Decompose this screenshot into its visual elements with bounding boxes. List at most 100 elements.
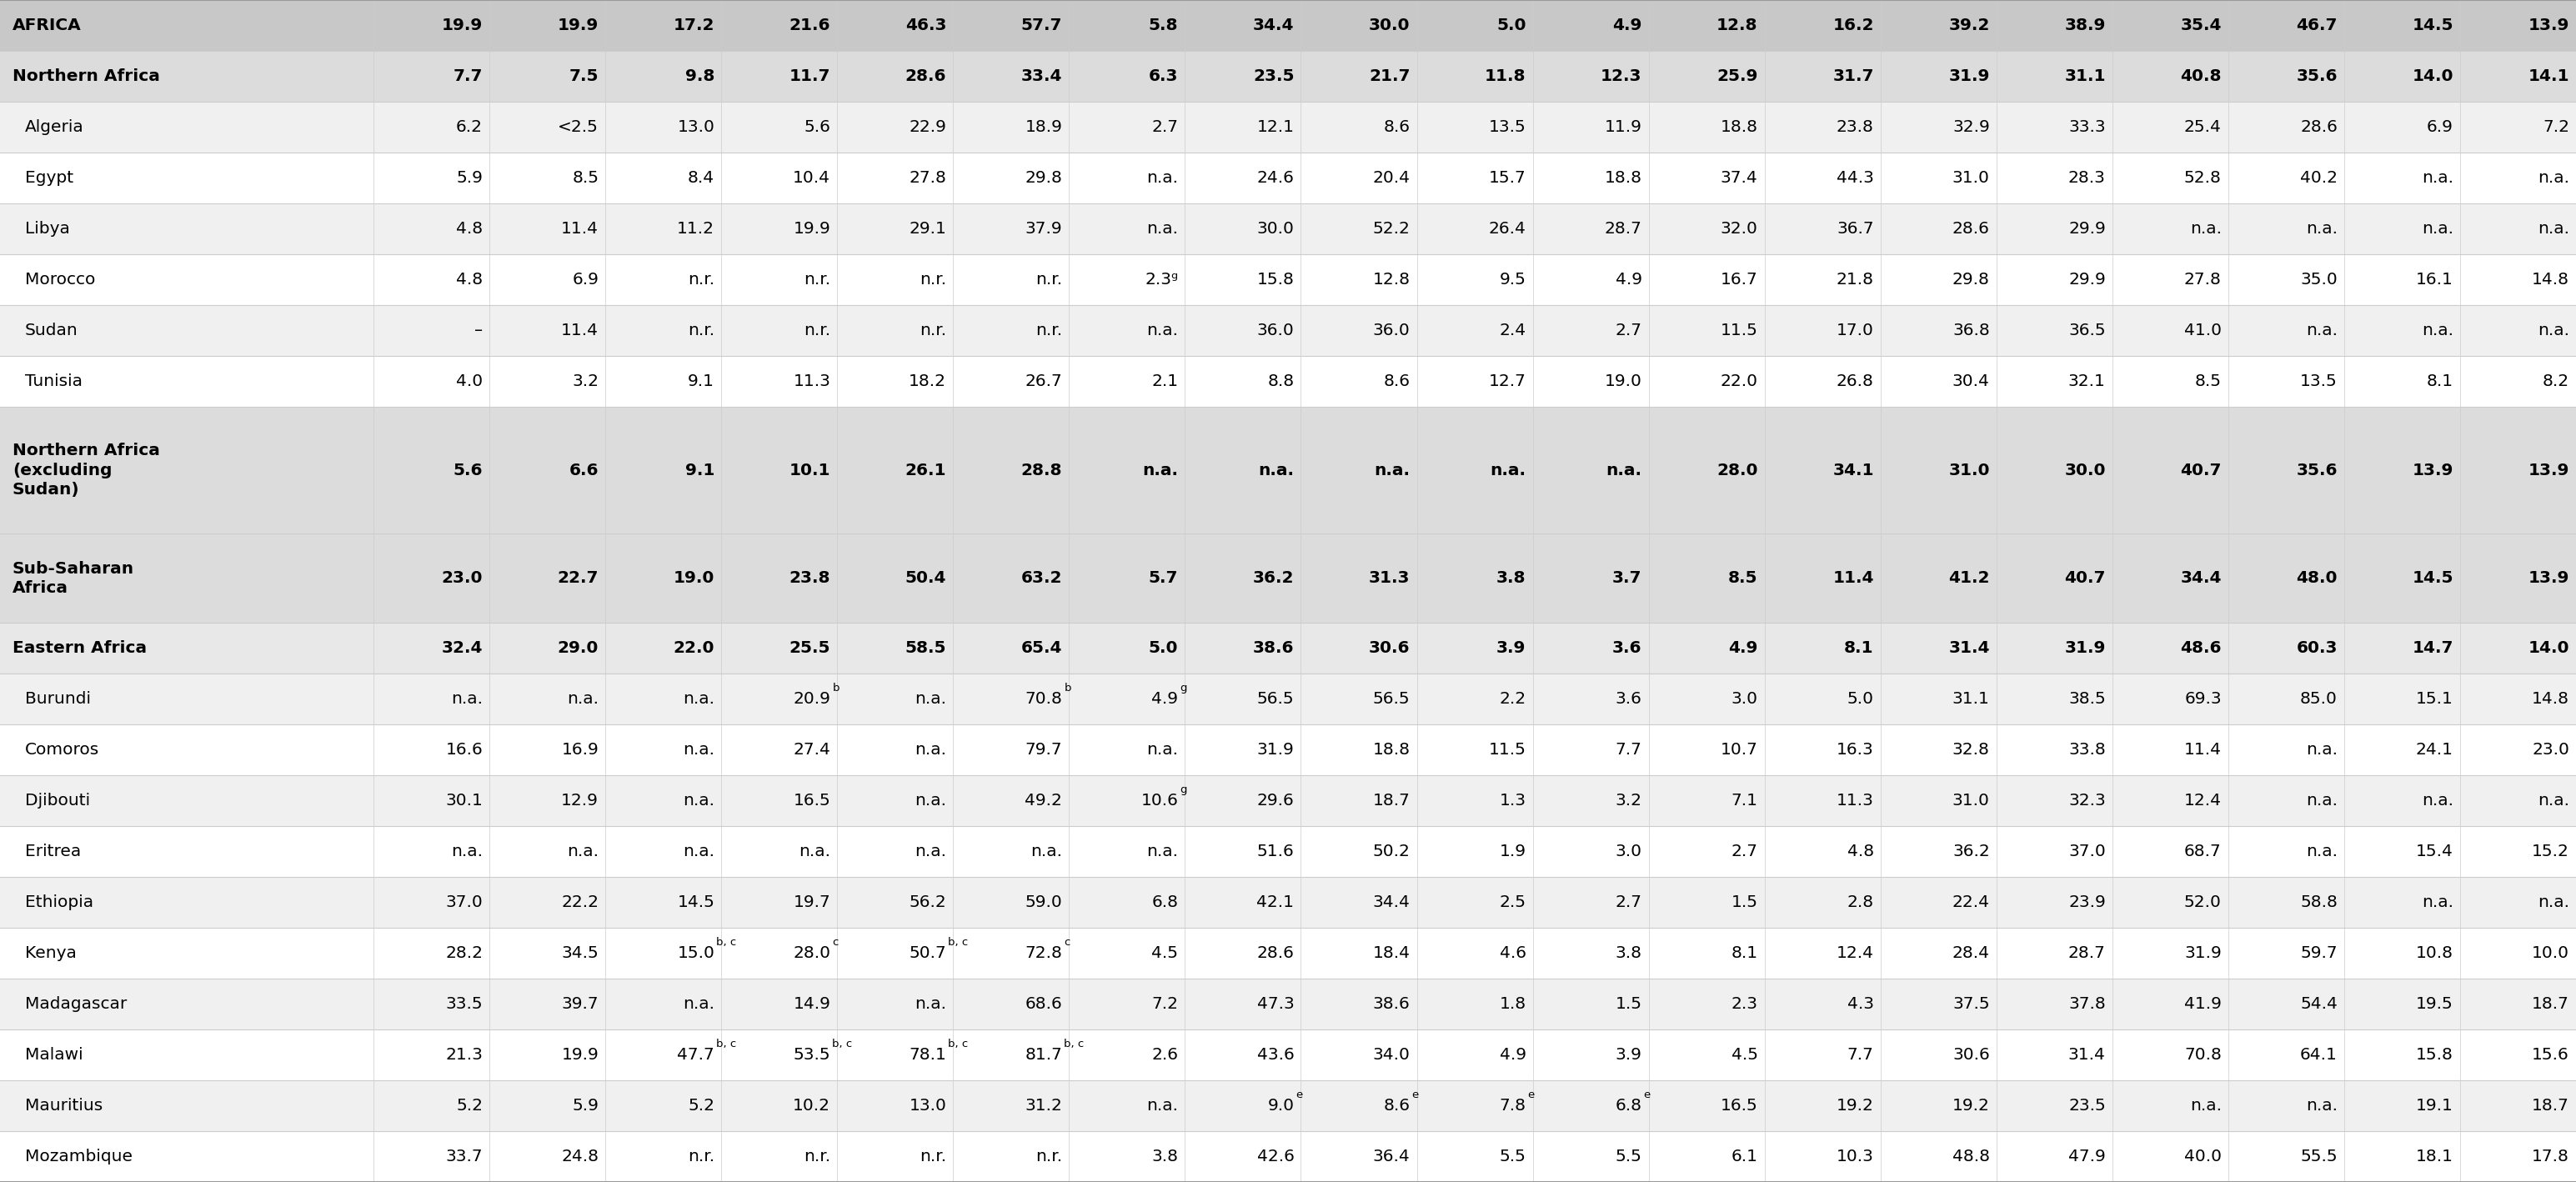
Text: Sub-Saharan
Africa: Sub-Saharan Africa — [13, 560, 134, 596]
Text: n.r.: n.r. — [804, 1149, 829, 1164]
Text: 31.9: 31.9 — [1257, 742, 1293, 758]
Text: 19.2: 19.2 — [1837, 1098, 1873, 1113]
Text: 32.4: 32.4 — [440, 641, 482, 656]
Text: 31.0: 31.0 — [1953, 793, 1989, 808]
Text: 36.2: 36.2 — [1953, 844, 1989, 859]
Text: 7.2: 7.2 — [2543, 119, 2568, 135]
Bar — [0, 623, 2576, 674]
Text: 18.2: 18.2 — [909, 374, 945, 389]
Text: 10.1: 10.1 — [788, 462, 829, 479]
Text: 78.1: 78.1 — [909, 1047, 945, 1063]
Text: Ethiopia: Ethiopia — [26, 895, 93, 910]
Text: 48.6: 48.6 — [2179, 641, 2221, 656]
Text: 28.6: 28.6 — [2300, 119, 2336, 135]
Text: 11.4: 11.4 — [562, 221, 598, 236]
Text: n.r.: n.r. — [1036, 1149, 1061, 1164]
Text: n.r.: n.r. — [804, 272, 829, 287]
Text: 44.3: 44.3 — [1837, 170, 1873, 186]
Text: 28.6: 28.6 — [1953, 221, 1989, 236]
Text: 28.7: 28.7 — [2069, 946, 2105, 961]
Text: 5.0: 5.0 — [1847, 691, 1873, 707]
Text: n.r.: n.r. — [688, 272, 714, 287]
Text: n.a.: n.a. — [2190, 221, 2221, 236]
Text: 13.9: 13.9 — [2527, 462, 2568, 479]
Text: 24.1: 24.1 — [2416, 742, 2452, 758]
Text: 8.5: 8.5 — [2195, 374, 2221, 389]
Text: 18.7: 18.7 — [1373, 793, 1409, 808]
Text: 6.9: 6.9 — [2427, 119, 2452, 135]
Text: 27.4: 27.4 — [793, 742, 829, 758]
Text: 3.8: 3.8 — [1497, 571, 1525, 586]
Text: 9.5: 9.5 — [1499, 272, 1525, 287]
Text: n.a.: n.a. — [914, 691, 945, 707]
Text: 29.1: 29.1 — [909, 221, 945, 236]
Bar — [0, 102, 2576, 152]
Text: 18.9: 18.9 — [1025, 119, 1061, 135]
Text: 30.4: 30.4 — [1953, 374, 1989, 389]
Text: 23.5: 23.5 — [1252, 69, 1293, 84]
Text: 52.2: 52.2 — [1373, 221, 1409, 236]
Text: 22.4: 22.4 — [1953, 895, 1989, 910]
Text: Madagascar: Madagascar — [26, 996, 126, 1012]
Text: n.a.: n.a. — [2537, 323, 2568, 338]
Bar — [0, 1131, 2576, 1182]
Text: 36.5: 36.5 — [2069, 323, 2105, 338]
Text: 28.6: 28.6 — [1257, 946, 1293, 961]
Bar — [0, 979, 2576, 1030]
Text: n.a.: n.a. — [2306, 844, 2336, 859]
Bar — [0, 1030, 2576, 1080]
Text: n.a.: n.a. — [2421, 895, 2452, 910]
Text: n.a.: n.a. — [683, 844, 714, 859]
Text: 16.2: 16.2 — [1832, 18, 1873, 33]
Text: n.a.: n.a. — [451, 844, 482, 859]
Text: 4.9: 4.9 — [1728, 641, 1757, 656]
Text: 32.9: 32.9 — [1953, 119, 1989, 135]
Text: Eastern Africa: Eastern Africa — [13, 641, 147, 656]
Text: 30.1: 30.1 — [446, 793, 482, 808]
Text: n.a.: n.a. — [2306, 323, 2336, 338]
Text: 4.9: 4.9 — [1613, 18, 1641, 33]
Text: 39.2: 39.2 — [1947, 18, 1989, 33]
Text: 5.7: 5.7 — [1149, 571, 1177, 586]
Text: 2.7: 2.7 — [1615, 895, 1641, 910]
Text: 13.0: 13.0 — [677, 119, 714, 135]
Text: 29.9: 29.9 — [2069, 272, 2105, 287]
Text: Northern Africa: Northern Africa — [13, 69, 160, 84]
Text: 32.1: 32.1 — [2069, 374, 2105, 389]
Text: 30.0: 30.0 — [1257, 221, 1293, 236]
Text: 81.7: 81.7 — [1025, 1047, 1061, 1063]
Text: 8.5: 8.5 — [1728, 571, 1757, 586]
Text: n.a.: n.a. — [1373, 462, 1409, 479]
Text: 4.5: 4.5 — [1151, 946, 1177, 961]
Text: Northern Africa
(excluding
Sudan): Northern Africa (excluding Sudan) — [13, 443, 160, 498]
Text: 22.0: 22.0 — [1721, 374, 1757, 389]
Text: 10.8: 10.8 — [2416, 946, 2452, 961]
Text: 56.5: 56.5 — [1257, 691, 1293, 707]
Text: 70.8: 70.8 — [1025, 691, 1061, 707]
Text: 60.3: 60.3 — [2295, 641, 2336, 656]
Text: 29.8: 29.8 — [1953, 272, 1989, 287]
Text: 30.6: 30.6 — [1953, 1047, 1989, 1063]
Text: 8.4: 8.4 — [688, 170, 714, 186]
Text: 23.0: 23.0 — [440, 571, 482, 586]
Text: n.a.: n.a. — [1146, 170, 1177, 186]
Text: 57.7: 57.7 — [1020, 18, 1061, 33]
Text: n.a.: n.a. — [1146, 221, 1177, 236]
Text: 18.4: 18.4 — [1373, 946, 1409, 961]
Text: 30.6: 30.6 — [1368, 641, 1409, 656]
Text: n.r.: n.r. — [1036, 272, 1061, 287]
Text: n.a.: n.a. — [2421, 323, 2452, 338]
Text: 64.1: 64.1 — [2300, 1047, 2336, 1063]
Text: 11.4: 11.4 — [2184, 742, 2221, 758]
Text: 25.9: 25.9 — [1716, 69, 1757, 84]
Text: 11.5: 11.5 — [1489, 742, 1525, 758]
Text: 4.9: 4.9 — [1151, 691, 1177, 707]
Text: 15.7: 15.7 — [1489, 170, 1525, 186]
Text: 15.1: 15.1 — [2416, 691, 2452, 707]
Text: 27.8: 27.8 — [909, 170, 945, 186]
Text: 16.7: 16.7 — [1721, 272, 1757, 287]
Text: 33.4: 33.4 — [1020, 69, 1061, 84]
Text: 19.9: 19.9 — [793, 221, 829, 236]
Bar — [0, 775, 2576, 826]
Text: 1.5: 1.5 — [1731, 895, 1757, 910]
